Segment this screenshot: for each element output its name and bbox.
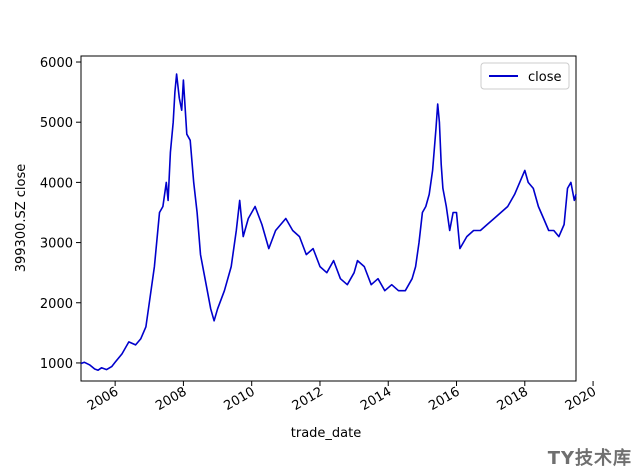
x-tick-label: 2012 — [290, 384, 326, 414]
legend: close — [480, 62, 570, 90]
legend-label-close: close — [528, 70, 561, 85]
x-tick-label: 2018 — [495, 384, 531, 414]
x-tick-label: 2020 — [563, 384, 599, 414]
plot-area — [80, 55, 577, 382]
y-tick-label: 3000 — [40, 237, 73, 252]
x-tick-label: 2006 — [85, 384, 121, 414]
x-axis: 2006 2008 2010 2012 2014 2016 2018 2020 — [85, 381, 599, 414]
x-axis-label: trade_date — [291, 426, 361, 441]
y-tick-label: 6000 — [40, 56, 73, 71]
y-tick-label: 4000 — [40, 176, 73, 191]
y-tick-label: 5000 — [40, 116, 73, 131]
legend-box — [480, 62, 570, 90]
y-axis-label: 399300.SZ close — [14, 164, 29, 273]
watermark: TY技术库 — [547, 448, 632, 469]
y-tick-label: 2000 — [40, 297, 73, 312]
x-tick-label: 2010 — [222, 384, 258, 414]
y-axis: 1000 2000 3000 4000 5000 6000 — [40, 56, 81, 372]
series-line-close — [80, 73, 577, 372]
x-tick-label: 2008 — [153, 384, 189, 414]
x-tick-label: 2014 — [358, 384, 394, 414]
x-tick-label: 2016 — [426, 384, 462, 414]
series-layer — [80, 73, 577, 372]
y-tick-label: 1000 — [40, 357, 73, 372]
